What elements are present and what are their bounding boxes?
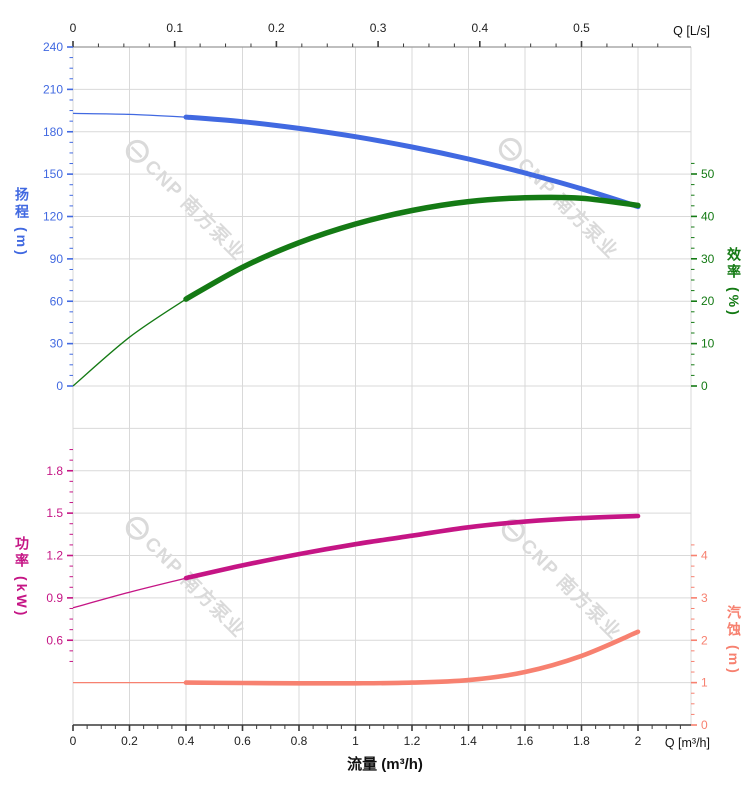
head-tick-label: 60: [50, 294, 64, 308]
curve-layer: [72, 112, 641, 686]
efficiency-axis-unit: (%): [726, 287, 742, 318]
watermark-logo-icon: [130, 523, 143, 535]
axis-layer: 0 0.2 0.4 0.6 0.8 1 1.2 1.4 1.6 1.8 20 0.1 0.2 0.3 0.4…: [43, 21, 715, 748]
head-tick-label: 150: [43, 167, 63, 181]
power-tick-label: 1.5: [46, 506, 63, 520]
head-tick-label: 240: [43, 40, 63, 54]
x-tick-label: 1.2: [404, 734, 421, 748]
x-tick-label: 0.2: [121, 734, 138, 748]
top-axis-title: Q [L/s]: [673, 24, 710, 38]
head-tick-label: 30: [50, 337, 64, 351]
eff-tick-label: 0: [701, 379, 708, 393]
watermark-logo-icon: [506, 525, 519, 537]
watermark-logo-icon: [125, 516, 149, 540]
power-tick-label: 0.6: [46, 633, 63, 647]
eff-tick-label: 50: [701, 167, 715, 181]
x-tick-label: 0.8: [291, 734, 308, 748]
power-tick-label: 0.9: [46, 591, 63, 605]
curve-eff: [183, 194, 641, 302]
top-tick-label: 0: [70, 21, 77, 35]
npsh-axis-label: 汽蚀 (m): [726, 605, 742, 676]
npsh-tick-label: 3: [701, 591, 708, 605]
watermark-logo-icon: [503, 144, 516, 156]
curve-head: [183, 114, 641, 210]
watermark-logo-icon: [130, 146, 143, 158]
watermark: CNP 南方泵业: [501, 518, 626, 644]
npsh-tick-label: 0: [701, 718, 708, 732]
x-tick-label: 0: [70, 734, 77, 748]
npsh-tick-label: 4: [701, 549, 708, 563]
watermark-layer: CNP 南方泵业 CNP 南方泵业 CNP 南方泵业 CNP 南方泵业: [125, 137, 626, 644]
top-tick-label: 0.4: [471, 21, 488, 35]
top-tick-label: 0.1: [166, 21, 183, 35]
watermark-logo-icon: [498, 137, 522, 161]
x-tick-label: 0.6: [234, 734, 251, 748]
curve-power-thin: [72, 577, 187, 609]
head-tick-label: 210: [43, 82, 63, 96]
curve-eff-thin: [72, 298, 187, 387]
watermark-text: CNP 南方泵业: [516, 534, 626, 644]
npsh-axis-unit: (m): [726, 645, 742, 676]
x-tick-label: 1: [352, 734, 359, 748]
x-axis-label: 流量 (m³/h): [347, 756, 423, 773]
efficiency-axis-label: 效率 (%): [726, 247, 742, 318]
head-tick-label: 90: [50, 252, 64, 266]
head-tick-label: 0: [56, 379, 63, 393]
npsh-tick-label: 1: [701, 676, 708, 690]
power-axis-label: 功率 (kW): [14, 536, 30, 619]
curve-head-thin: [72, 112, 187, 118]
watermark-logo-icon: [125, 139, 149, 163]
power-tick-label: 1.2: [46, 549, 63, 563]
x-tick-label: 0.4: [178, 734, 195, 748]
head-tick-label: 120: [43, 210, 63, 224]
power-axis-unit: (kW): [14, 576, 30, 619]
power-tick-label: 1.8: [46, 464, 63, 478]
efficiency-axis-label-text: 效率: [726, 247, 742, 281]
watermark-text: CNP 南方泵业: [513, 153, 623, 263]
power-axis-label-text: 功率: [14, 536, 30, 570]
head-tick-label: 180: [43, 125, 63, 139]
x-tick-label: 1.6: [517, 734, 534, 748]
watermark-text: CNP 南方泵业: [140, 532, 250, 642]
head-axis-label: 扬程 (m): [14, 187, 30, 258]
eff-tick-label: 40: [701, 209, 715, 223]
curve-npsh: [183, 629, 641, 686]
x-tick-label: 2: [635, 734, 642, 748]
head-axis-unit: (m): [14, 227, 30, 258]
bottom-axis-title: Q [m³/h]: [664, 736, 710, 750]
watermark-text: CNP 南方泵业: [140, 155, 250, 265]
top-tick-label: 0.2: [268, 21, 285, 35]
top-tick-label: 0.3: [370, 21, 387, 35]
curve-power: [183, 513, 641, 581]
x-tick-label: 1.8: [573, 734, 590, 748]
eff-tick-label: 30: [701, 252, 715, 266]
head-axis-label-text: 扬程: [14, 187, 30, 221]
eff-tick-label: 10: [701, 337, 715, 351]
npsh-axis-label-text: 汽蚀: [726, 605, 742, 639]
top-tick-label: 0.5: [573, 21, 590, 35]
x-tick-label: 1.4: [460, 734, 477, 748]
npsh-tick-label: 2: [701, 633, 708, 647]
eff-tick-label: 20: [701, 294, 715, 308]
